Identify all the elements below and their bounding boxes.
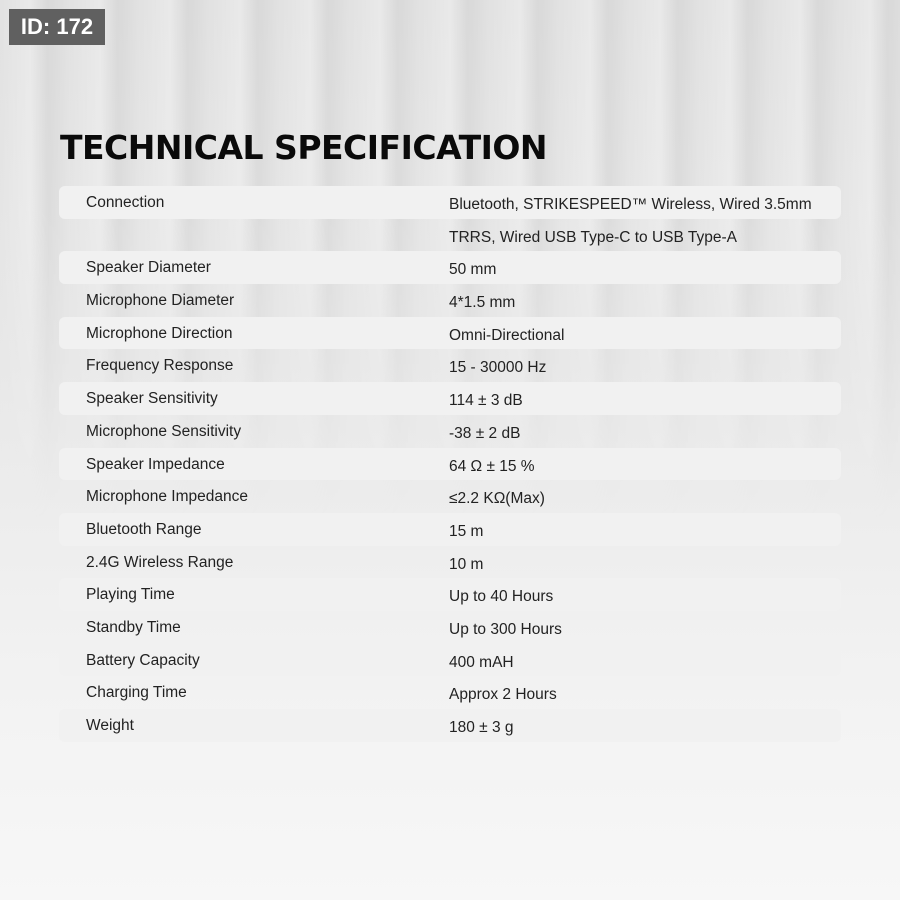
spec-label: Microphone Diameter — [86, 292, 235, 310]
spec-table: Connection Bluetooth, STRIKESPEED™ Wirele… — [59, 186, 841, 742]
spec-label: Weight — [86, 717, 134, 734]
spec-row: TRRS, Wired USB Type-C to USB Type-A — [59, 219, 841, 252]
spec-label: Speaker Sensitivity — [86, 390, 218, 408]
spec-row: Microphone Diameter 4*1.5 mm — [59, 284, 841, 317]
spec-row: Microphone Sensitivity -38 ± 2 dB — [59, 415, 841, 448]
spec-value: Up to 300 Hours — [449, 620, 562, 638]
spec-row: Charging Time Approx 2 Hours — [59, 676, 841, 709]
spec-row: Speaker Diameter 50 mm — [59, 251, 841, 285]
spec-label: Speaker Impedance — [86, 455, 225, 473]
spec-label: 2.4G Wireless Range — [86, 553, 234, 571]
spec-value: 10 m — [449, 555, 484, 573]
spec-label: Connection — [86, 194, 165, 211]
spec-value: 114 ± 3 dB — [449, 392, 523, 410]
spec-value: 64 Ω ± 15 % — [449, 457, 535, 475]
spec-row: Standby Time Up to 300 Hours — [59, 611, 841, 644]
spec-label: Microphone Direction — [86, 324, 233, 342]
page-title: TECHNICAL SPECIFICATION — [60, 128, 548, 167]
spec-value: 15 m — [449, 522, 484, 540]
spec-row: Playing Time Up to 40 Hours — [59, 578, 841, 611]
spec-row: Microphone Impedance ≤2.2 KΩ(Max) — [59, 480, 841, 513]
spec-value: Omni-Directional — [449, 326, 565, 344]
spec-row: Weight 180 ± 3 g — [59, 709, 841, 742]
spec-row: Connection Bluetooth, STRIKESPEED™ Wirele… — [59, 186, 841, 219]
spec-value: 50 mm — [449, 261, 497, 279]
spec-label: Charging Time — [86, 684, 187, 702]
spec-label: Microphone Impedance — [86, 488, 248, 506]
spec-value: 400 mAH — [449, 653, 514, 671]
spec-label: Battery Capacity — [86, 651, 200, 669]
spec-value: Bluetooth, STRIKESPEED™ Wireless, Wired … — [449, 196, 812, 213]
spec-row: 2.4G Wireless Range 10 m — [59, 546, 841, 579]
spec-row: Speaker Sensitivity 114 ± 3 dB — [59, 382, 841, 415]
id-badge: ID: 172 — [9, 9, 105, 45]
spec-label: Microphone Sensitivity — [86, 422, 242, 440]
spec-value: Up to 40 Hours — [449, 588, 554, 606]
spec-value: ≤2.2 KΩ(Max) — [449, 490, 545, 508]
spec-row: Battery Capacity 400 mAH — [59, 643, 841, 677]
spec-row: Frequency Response 15 - 30000 Hz — [59, 349, 841, 382]
spec-value: 15 - 30000 Hz — [449, 359, 547, 377]
spec-label: Standby Time — [86, 618, 181, 636]
spec-value: -38 ± 2 dB — [449, 424, 521, 442]
spec-label: Speaker Diameter — [86, 259, 211, 277]
spec-row: Microphone Direction Omni-Directional — [59, 316, 841, 350]
spec-row: Speaker Impedance 64 Ω ± 15 % — [59, 447, 841, 481]
spec-label: Bluetooth Range — [86, 520, 202, 538]
spec-value: TRRS, Wired USB Type-C to USB Type-A — [449, 228, 737, 246]
spec-value: 4*1.5 mm — [449, 294, 516, 312]
spec-value: 180 ± 3 g — [449, 719, 514, 736]
spec-label: Playing Time — [86, 586, 175, 604]
spec-label: Frequency Response — [86, 357, 234, 375]
spec-row: Bluetooth Range 15 m — [59, 512, 841, 546]
spec-value: Approx 2 Hours — [449, 686, 557, 704]
